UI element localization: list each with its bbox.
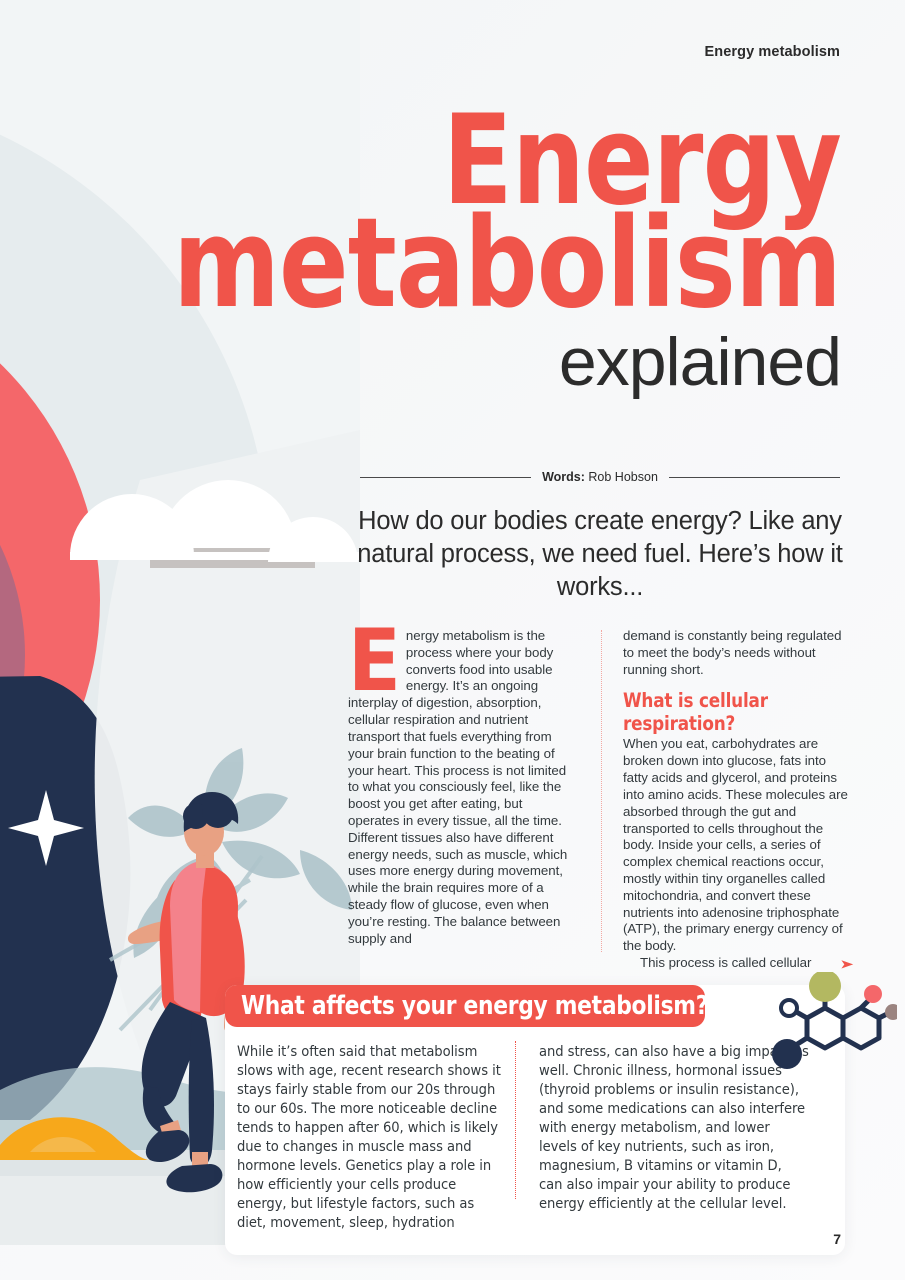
- article-column-left: E nergy metabolism is the process where …: [348, 611, 576, 972]
- olive-circle: [809, 970, 841, 1002]
- red-circle: [864, 985, 882, 1003]
- body-paragraph: demand is constantly being regulated to …: [623, 628, 842, 677]
- woman-figure: [127, 792, 245, 1193]
- navy-circle: [772, 1039, 802, 1069]
- hero-illustration: [0, 0, 360, 1245]
- callout-column-left: While it’s often said that metabolism sl…: [237, 1043, 501, 1231]
- body-paragraph: nergy metabolism is the process where yo…: [348, 628, 568, 946]
- cloud-group: [70, 480, 360, 568]
- byline-text: Words: Rob Hobson: [542, 470, 658, 484]
- callout-heading: What affects your energy metabolism?: [241, 991, 709, 1021]
- callout-column-right: and stress, can also have a big impact a…: [539, 1043, 809, 1212]
- article-columns: E nergy metabolism is the process where …: [348, 611, 853, 972]
- body-paragraph-last: This process is called cellular: [640, 955, 812, 970]
- article-masthead: Energy metabolism explained: [0, 89, 905, 401]
- mauve-circle: [885, 1004, 901, 1020]
- dropcap: E: [348, 611, 401, 711]
- callout-column-divider: [515, 1041, 516, 1199]
- page-number: 7: [833, 1231, 841, 1247]
- section-subhead: What is cellular respiration?: [623, 689, 768, 736]
- dropcap-paragraph: E nergy metabolism is the process where …: [348, 611, 576, 947]
- byline-label: Words:: [542, 470, 585, 484]
- callout-body: While it’s often said that metabolism sl…: [225, 1027, 845, 1255]
- byline: Words: Rob Hobson: [360, 470, 840, 484]
- callout-header: What affects your energy metabolism?: [225, 985, 709, 1027]
- standfirst: How do our bodies create energy? Like an…: [357, 507, 843, 602]
- continue-arrow-icon: ➤: [840, 957, 853, 971]
- byline-rule-left: [360, 476, 532, 478]
- callout-panel: What affects your energy metabolism? Whi…: [225, 985, 845, 1255]
- article-column-right: demand is constantly being regulated to …: [623, 628, 853, 972]
- sparkle-star: [8, 790, 84, 866]
- page-title-subtitle: explained: [558, 324, 842, 401]
- page-title-line-2: metabolism: [172, 192, 842, 337]
- byline-author: Rob Hobson: [588, 470, 658, 484]
- page-title-line-1: Energy: [442, 89, 842, 233]
- running-head: Energy metabolism: [704, 44, 840, 60]
- column-divider: [601, 630, 602, 952]
- body-paragraph: When you eat, carbohydrates are broken d…: [623, 736, 848, 954]
- outline-circle: [779, 998, 799, 1018]
- molecule-diagram: [769, 970, 901, 1084]
- byline-rule-right: [668, 476, 840, 478]
